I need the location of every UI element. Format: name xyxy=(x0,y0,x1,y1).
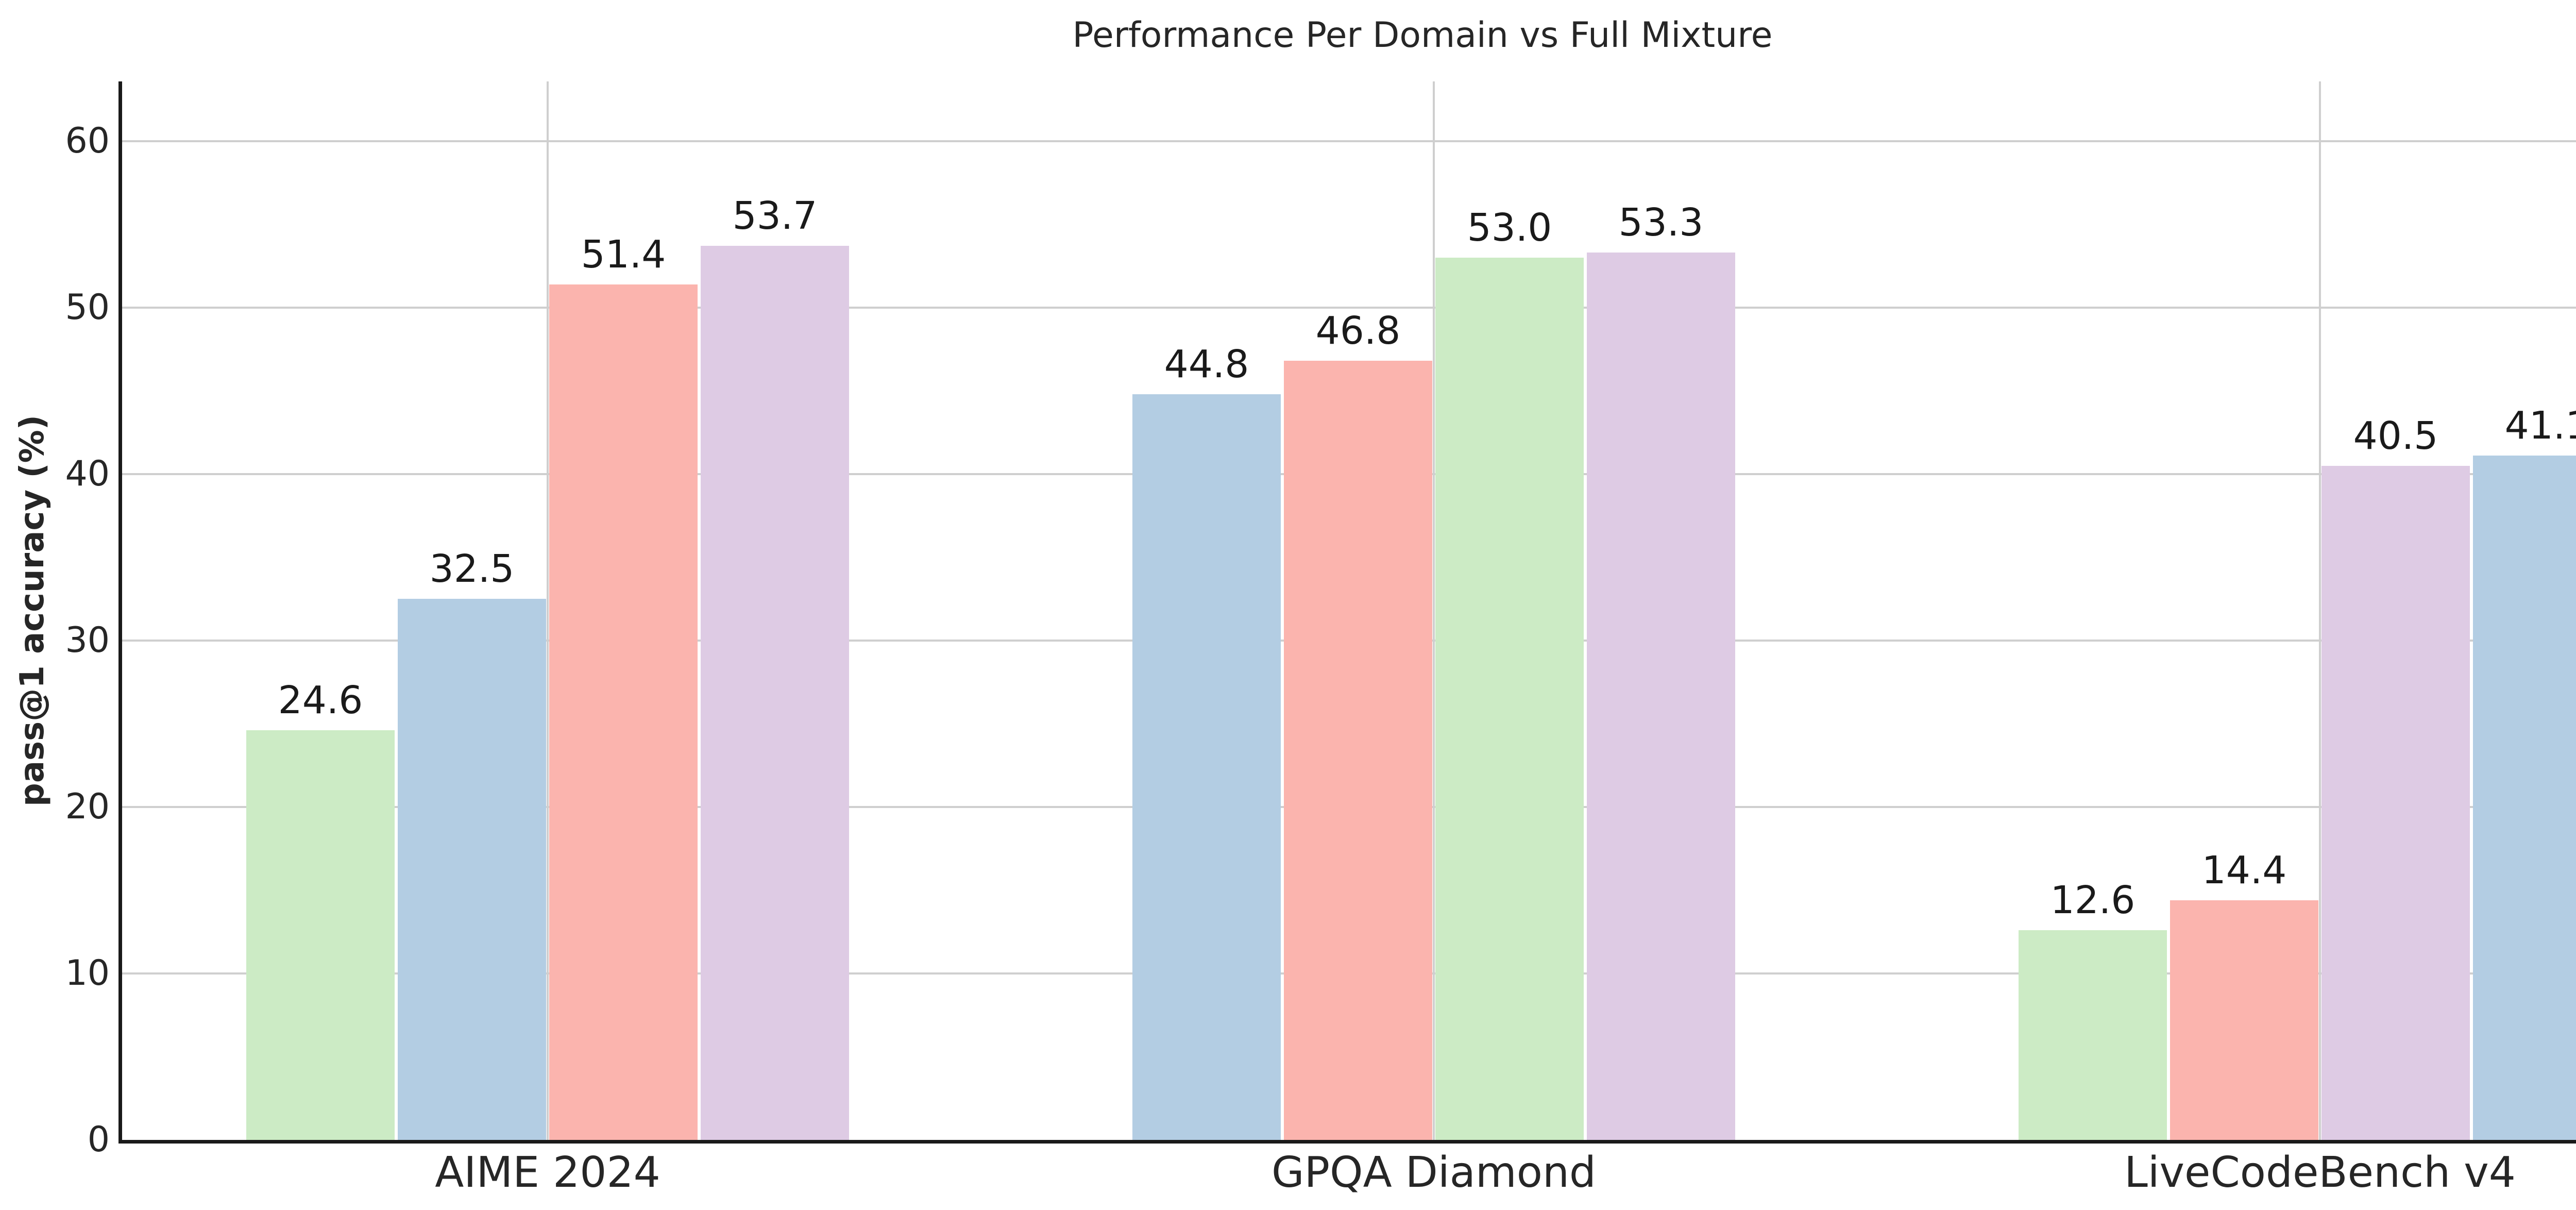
bar-value-label: 53.3 xyxy=(1618,200,1704,245)
bar-mix-3 xyxy=(2321,465,2470,1140)
bar-code-3 xyxy=(2473,456,2576,1140)
bar-value-label: 53.7 xyxy=(732,194,818,239)
bar-math-2 xyxy=(1284,361,1432,1140)
y-tick-label: 30 xyxy=(65,620,110,661)
bar-code-2 xyxy=(1132,394,1281,1140)
bar-value-label: 44.8 xyxy=(1164,342,1249,386)
bar-value-label: 24.6 xyxy=(278,678,363,723)
bar-value-label: 41.1 xyxy=(2504,404,2576,448)
bar-mix-2 xyxy=(1587,253,1735,1140)
grid-line-y-50 xyxy=(122,307,2576,309)
bar-science-1 xyxy=(246,730,395,1140)
bar-value-label: 51.4 xyxy=(581,232,666,277)
bar-science-2 xyxy=(1435,258,1584,1140)
y-tick-label: 10 xyxy=(65,953,110,994)
grid-line-x-1 xyxy=(547,81,549,1140)
y-tick-label: 0 xyxy=(87,1119,110,1160)
bar-math-3 xyxy=(2170,900,2318,1140)
x-axis-spine xyxy=(118,1140,2576,1144)
bar-value-label: 53.0 xyxy=(1467,206,1552,250)
bar-code-1 xyxy=(398,599,546,1140)
chart-title: Performance Per Domain vs Full Mixture xyxy=(1072,15,1773,56)
grid-line-y-60 xyxy=(122,140,2576,142)
grid-line-x-2 xyxy=(1433,81,1435,1140)
x-tick-label: LiveCodeBench v4 xyxy=(2124,1148,2516,1197)
y-tick-label: 50 xyxy=(65,287,110,328)
bar-value-label: 12.6 xyxy=(2050,878,2136,923)
bar-math-1 xyxy=(549,284,698,1140)
bar-value-label: 14.4 xyxy=(2201,848,2287,893)
y-tick-label: 60 xyxy=(65,121,110,161)
bar-mix-1 xyxy=(701,246,849,1140)
x-tick-label: AIME 2024 xyxy=(435,1148,660,1197)
y-tick-label: 20 xyxy=(65,786,110,827)
x-tick-label: GPQA Diamond xyxy=(1272,1148,1596,1197)
y-tick-label: 40 xyxy=(65,453,110,494)
y-axis-spine xyxy=(118,81,122,1144)
grid-line-x-3 xyxy=(2319,81,2321,1140)
bar-science-3 xyxy=(2019,930,2167,1140)
bar-value-label: 32.5 xyxy=(429,547,515,592)
bar-value-label: 46.8 xyxy=(1315,309,1401,354)
bar-value-label: 40.5 xyxy=(2353,413,2438,458)
